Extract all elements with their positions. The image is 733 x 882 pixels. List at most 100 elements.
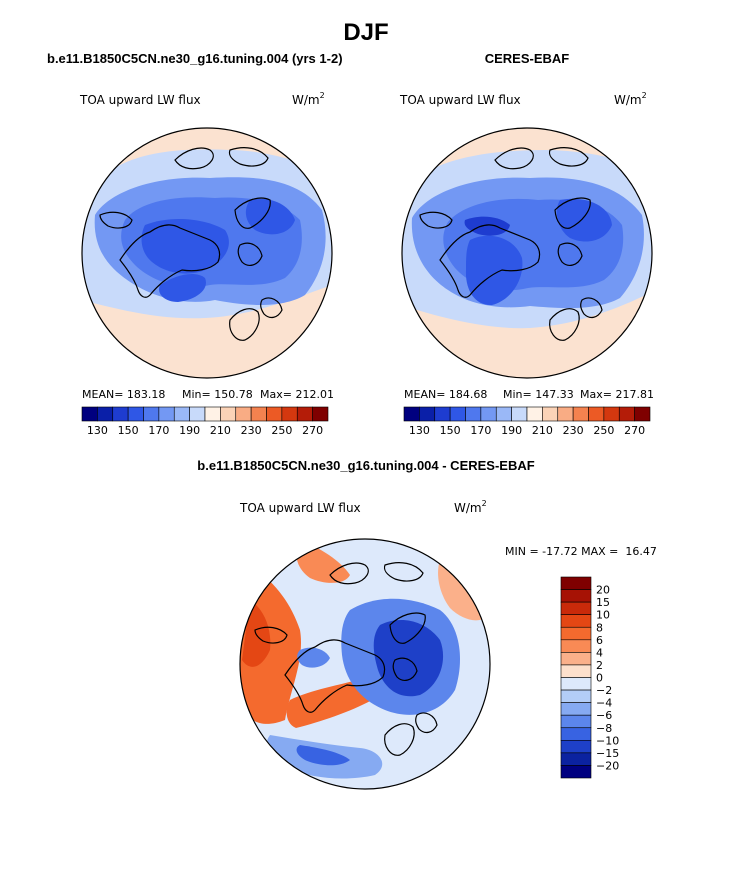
model-colorbar-tick-label: 190 (179, 424, 200, 437)
model-units-label: W/m2 (292, 91, 325, 107)
obs-map (402, 128, 652, 378)
model-colorbar-box (266, 406, 283, 422)
model-colorbar-tick-label: 130 (87, 424, 108, 437)
diff-colorbar-tick-label: 20 (596, 584, 610, 597)
model-colorbar-box (189, 406, 206, 422)
diff-colorbar-box (560, 639, 592, 653)
diff-colorbar-tick-label: 2 (596, 659, 603, 672)
model-colorbar-box (173, 406, 190, 422)
model-colorbar-tick-label: 170 (148, 424, 169, 437)
model-colorbar: 130 150 170 190 210 230 250 270 (81, 406, 329, 437)
model-colorbar-box (296, 406, 313, 422)
model-colorbar-tick-label: 210 (210, 424, 231, 437)
obs-mean: MEAN= 184.68 (404, 388, 487, 401)
diff-colorbar-tick-label: 0 (596, 672, 603, 685)
right-panel-heading: CERES-EBAF (485, 51, 570, 66)
model-colorbar-box (143, 406, 160, 422)
obs-colorbar-box (526, 406, 543, 422)
obs-colorbar-tick-label: 170 (470, 424, 491, 437)
diff-colorbar-tick-label: 10 (596, 609, 610, 622)
obs-colorbar-box (634, 406, 651, 422)
obs-colorbar-tick-label: 230 (563, 424, 584, 437)
diff-colorbar-tick-label: 8 (596, 621, 603, 634)
model-map-boundary (81, 127, 333, 379)
obs-colorbar-box (557, 406, 574, 422)
obs-colorbar-box (449, 406, 466, 422)
diff-variable-label: TOA upward LW flux (239, 501, 361, 515)
figure-title: DJF (343, 19, 388, 46)
obs-units-label: W/m2 (614, 91, 647, 107)
obs-colorbar-tick-label: 130 (409, 424, 430, 437)
model-colorbar-tick-label: 230 (241, 424, 262, 437)
diff-colorbar-box (560, 589, 592, 603)
diff-colorbar-box (560, 714, 592, 729)
diff-colorbar-box (560, 689, 592, 703)
diff-colorbar-box (560, 765, 592, 779)
obs-colorbar-box (572, 406, 589, 422)
obs-colorbar-tick-label: 150 (440, 424, 461, 437)
obs-colorbar-box (434, 406, 451, 422)
diff-colorbar-tick-label: −6 (596, 709, 612, 722)
obs-colorbar-box (480, 406, 497, 422)
model-map (82, 128, 332, 378)
obs-min: Min= 147.33 (503, 388, 574, 401)
diff-colorbar-tick-label: −4 (596, 697, 612, 710)
model-colorbar-tick-label: 150 (118, 424, 139, 437)
model-min: Min= 150.78 (182, 388, 253, 401)
obs-colorbar-box (465, 406, 482, 422)
model-colorbar-box (81, 406, 98, 422)
obs-panel: TOA upward LW flux W/m2 (399, 91, 654, 437)
obs-map-boundary (401, 127, 653, 379)
obs-colorbar-box (403, 406, 420, 422)
diff-colorbar-box (560, 752, 592, 766)
diff-colorbar-box (560, 740, 592, 754)
diff-panel: TOA upward LW flux W/m2 MIN = -17.72 MAX… (239, 499, 657, 790)
diff-colorbar-box (560, 601, 592, 615)
obs-variable-label: TOA upward LW flux (399, 93, 521, 107)
diff-colorbar-tick-label: −20 (596, 759, 619, 772)
model-colorbar-box (220, 406, 237, 422)
model-colorbar-box (204, 406, 221, 422)
diff-colorbar-box (560, 626, 592, 641)
obs-colorbar-box (618, 406, 635, 422)
obs-colorbar-tick-label: 190 (501, 424, 522, 437)
diff-panel-heading: b.e11.B1850C5CN.ne30_g16.tuning.004 - CE… (197, 458, 534, 473)
obs-colorbar: 130 150 170 190 210 230 250 270 (403, 406, 651, 437)
diff-colorbar-tick-label: 15 (596, 596, 610, 609)
model-colorbar-box (235, 406, 252, 422)
diff-colorbar-tick-label: −2 (596, 684, 612, 697)
diff-map-boundary (239, 538, 491, 790)
obs-colorbar-tick-label: 210 (532, 424, 553, 437)
obs-colorbar-box (495, 406, 512, 422)
diff-colorbar-box (560, 702, 592, 716)
model-panel: TOA upward LW flux W/m2 (79, 91, 334, 437)
obs-max: Max= 217.81 (580, 388, 654, 401)
diff-colorbar-box (560, 652, 592, 666)
diff-map (240, 539, 490, 789)
model-colorbar-box (112, 406, 129, 422)
obs-colorbar-box (588, 406, 605, 422)
model-colorbar-box (97, 406, 114, 422)
diff-units-label: W/m2 (454, 499, 487, 515)
model-colorbar-box (127, 406, 144, 422)
diff-colorbar-box (560, 576, 592, 590)
diff-colorbar-box (560, 664, 592, 678)
obs-colorbar-box (603, 406, 620, 422)
diff-colorbar-box (560, 727, 592, 741)
diff-colorbar-tick-label: −10 (596, 734, 619, 747)
diff-colorbar-box (560, 614, 592, 628)
diff-colorbar-tick-label: −15 (596, 747, 619, 760)
model-colorbar-box (158, 406, 175, 422)
model-colorbar-box (281, 406, 298, 422)
obs-colorbar-box (419, 406, 436, 422)
model-colorbar-tick-label: 250 (271, 424, 292, 437)
obs-colorbar-tick-label: 270 (624, 424, 645, 437)
model-colorbar-tick-label: 270 (302, 424, 323, 437)
model-colorbar-box (250, 406, 267, 422)
diff-minmax-label: MIN = -17.72 MAX = 16.47 (505, 545, 657, 558)
obs-colorbar-box (511, 406, 528, 422)
model-colorbar-box (312, 406, 329, 422)
diff-colorbar-tick-label: 4 (596, 646, 603, 659)
diff-colorbar-tick-label: 6 (596, 634, 603, 647)
